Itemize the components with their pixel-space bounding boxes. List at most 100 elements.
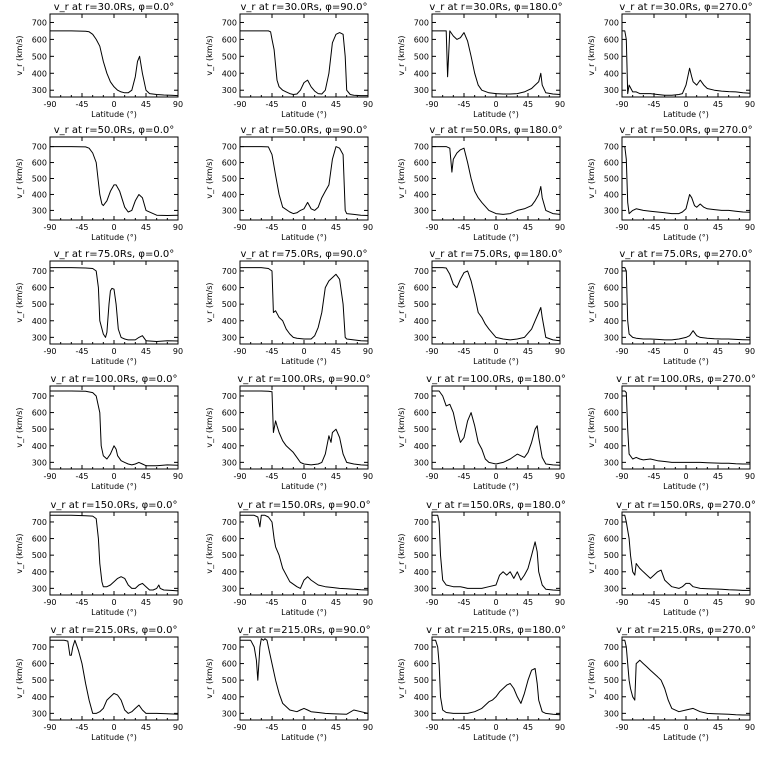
panel-11: v_r at r=75.0Rs, φ=180.0° -90 -45 0 45 90 300 4…: [397, 249, 565, 366]
y-tick-label: 600: [414, 159, 429, 168]
y-tick-label: 300: [604, 458, 619, 467]
x-tick-label: 90: [745, 472, 755, 481]
y-tick-label: 500: [604, 52, 619, 61]
x-tick-label: 45: [141, 598, 151, 607]
y-tick-label: 600: [414, 660, 429, 669]
panel-16: v_r at r=100.0Rs, φ=270.0° -90 -45 0 45 90 300…: [587, 374, 756, 491]
x-axis-label: Latitude (°): [663, 357, 709, 366]
panel-6: v_r at r=50.0Rs, φ=90.0° -90 -45 0 45 90 300 40…: [205, 125, 373, 242]
x-tick-label: 0: [111, 472, 116, 481]
x-tick-label: 45: [331, 723, 341, 732]
x-tick-label: -45: [265, 100, 278, 109]
y-tick-label: 700: [222, 392, 237, 401]
x-axis-label: Latitude (°): [473, 357, 519, 366]
y-tick-label: 300: [32, 206, 47, 215]
plot-frame: [621, 385, 751, 470]
x-tick-label: 45: [713, 723, 723, 732]
x-axis-label: Latitude (°): [91, 608, 137, 617]
x-tick-label: 0: [301, 223, 306, 232]
y-tick-label: 300: [604, 333, 619, 342]
x-axis-label: Latitude (°): [91, 233, 137, 242]
y-tick-label: 300: [414, 709, 429, 718]
x-axis-label: Latitude (°): [281, 733, 327, 742]
x-tick-label: -45: [647, 472, 660, 481]
y-tick-label: 400: [32, 317, 47, 326]
x-tick-label: 0: [111, 100, 116, 109]
vr-profile-line: [240, 638, 369, 715]
y-tick-label: 300: [414, 86, 429, 95]
y-tick-label: 300: [604, 206, 619, 215]
y-tick-label: 500: [222, 175, 237, 184]
x-tick-label: -90: [615, 223, 628, 232]
y-tick-label: 500: [604, 175, 619, 184]
x-tick-label: 0: [111, 723, 116, 732]
y-tick-label: 300: [604, 86, 619, 95]
vr-profile-line: [240, 146, 369, 216]
x-axis-label: Latitude (°): [473, 233, 519, 242]
x-tick-label: 90: [555, 598, 565, 607]
panel-title: v_r at r=75.0Rs, φ=270.0°: [619, 249, 752, 260]
x-tick-label: -45: [647, 100, 660, 109]
x-axis-label: Latitude (°): [663, 733, 709, 742]
x-tick-label: 0: [301, 598, 306, 607]
x-tick-label: 0: [493, 598, 498, 607]
plot-frame: [431, 136, 561, 221]
x-tick-label: 0: [683, 472, 688, 481]
panel-title: v_r at r=30.0Rs, φ=90.0°: [241, 2, 368, 13]
y-axis-label: v_r (km/s): [15, 533, 24, 573]
panel-title: v_r at r=100.0Rs, φ=270.0°: [616, 374, 756, 385]
x-tick-label: 45: [141, 223, 151, 232]
x-tick-label: 45: [331, 598, 341, 607]
y-axis-label: v_r (km/s): [205, 658, 214, 698]
panel-title: v_r at r=30.0Rs, φ=180.0°: [429, 2, 562, 13]
y-tick-label: 300: [414, 206, 429, 215]
vr-profile-line: [432, 639, 561, 716]
x-tick-label: -45: [457, 100, 470, 109]
x-tick-label: 45: [141, 472, 151, 481]
x-tick-label: 45: [713, 347, 723, 356]
y-tick-label: 500: [32, 175, 47, 184]
x-tick-label: -90: [425, 100, 438, 109]
x-tick-label: -90: [43, 723, 56, 732]
y-tick-label: 500: [414, 175, 429, 184]
x-tick-label: -90: [425, 472, 438, 481]
panel-title: v_r at r=50.0Rs, φ=0.0°: [54, 125, 175, 136]
y-tick-label: 300: [32, 709, 47, 718]
vr-profile-line: [50, 30, 179, 97]
x-tick-label: -90: [43, 472, 56, 481]
x-tick-label: 90: [745, 598, 755, 607]
plot-frame: [621, 636, 751, 721]
y-tick-label: 600: [604, 660, 619, 669]
y-tick-label: 600: [32, 409, 47, 418]
x-tick-label: 90: [173, 223, 183, 232]
x-tick-label: 0: [301, 472, 306, 481]
y-tick-label: 500: [604, 300, 619, 309]
vr-profile-line: [240, 390, 369, 466]
x-tick-label: 90: [363, 347, 373, 356]
y-tick-label: 400: [222, 442, 237, 451]
y-tick-label: 300: [32, 86, 47, 95]
panel-title: v_r at r=100.0Rs, φ=90.0°: [237, 374, 370, 385]
x-tick-label: 0: [493, 223, 498, 232]
y-tick-label: 400: [414, 693, 429, 702]
x-axis-label: Latitude (°): [281, 110, 327, 119]
y-tick-label: 300: [32, 458, 47, 467]
y-axis-label: v_r (km/s): [587, 658, 596, 698]
y-tick-label: 600: [32, 284, 47, 293]
plot-frame: [239, 260, 369, 345]
y-tick-label: 500: [414, 300, 429, 309]
x-tick-label: -90: [615, 472, 628, 481]
x-tick-label: -45: [457, 723, 470, 732]
y-tick-label: 400: [222, 69, 237, 78]
y-tick-label: 500: [604, 676, 619, 685]
x-axis-label: Latitude (°): [663, 482, 709, 491]
y-tick-label: 600: [222, 35, 237, 44]
y-axis-label: v_r (km/s): [587, 533, 596, 573]
y-axis-label: v_r (km/s): [587, 407, 596, 447]
x-tick-label: -45: [457, 347, 470, 356]
x-tick-label: 45: [331, 100, 341, 109]
y-tick-label: 400: [414, 190, 429, 199]
y-tick-label: 400: [222, 317, 237, 326]
y-axis-label: v_r (km/s): [397, 533, 406, 573]
